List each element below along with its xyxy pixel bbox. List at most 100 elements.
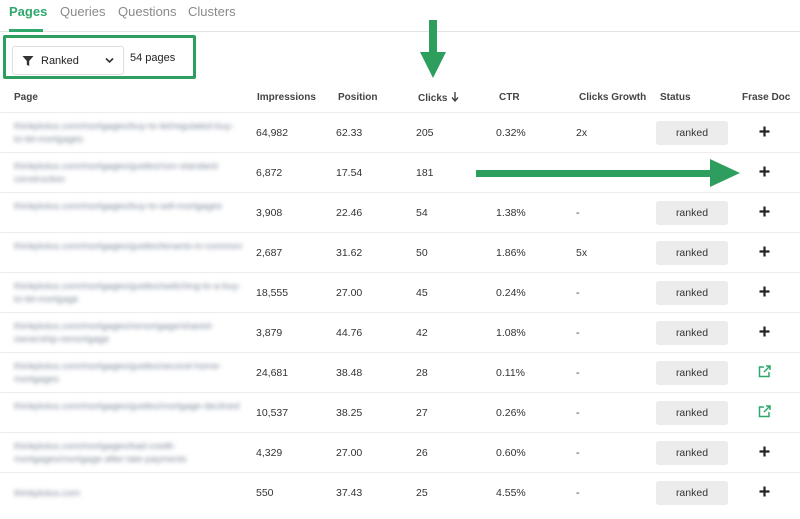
- open-doc-button[interactable]: [756, 365, 772, 381]
- status-filter-select[interactable]: Ranked: [12, 46, 124, 75]
- table-row: thinkplutus.com/mortgages/guides/mortgag…: [0, 392, 800, 432]
- ctr-value: 0.60%: [496, 447, 526, 459]
- clicks-growth-value: -: [576, 367, 580, 379]
- create-doc-button[interactable]: [756, 285, 772, 301]
- clicks-value: 25: [416, 487, 428, 499]
- page-url-link[interactable]: thinkplutus.com: [14, 488, 81, 499]
- status-badge: ranked: [656, 241, 728, 265]
- table-row: thinkplutus.com/mortgages/buy-to-let/reg…: [0, 112, 800, 152]
- page-url-link[interactable]: thinkplutus.com/mortgages/bad-credit-mor…: [14, 441, 187, 465]
- chevron-down-icon: [104, 55, 115, 69]
- table-row: thinkplutus.com/mortgages/guides/non-sta…: [0, 152, 800, 192]
- create-doc-button[interactable]: [756, 165, 772, 181]
- page-url-link[interactable]: thinkplutus.com/mortgages/guides/second-…: [14, 361, 222, 385]
- create-doc-button[interactable]: [756, 485, 772, 501]
- table-row: thinkplutus.com/mortgages/buy-to-sell-mo…: [0, 192, 800, 232]
- tab-pages[interactable]: Pages: [9, 4, 48, 19]
- active-tab-indicator: [9, 29, 43, 32]
- clicks-value: 45: [416, 287, 428, 299]
- table-row: thinkplutus.com/mortgages/guides/second-…: [0, 352, 800, 392]
- column-header-clicks-growth[interactable]: Clicks Growth: [579, 92, 647, 103]
- status-badge: ranked: [656, 121, 728, 145]
- status-badge: ranked: [656, 321, 728, 345]
- status-badge: ranked: [656, 361, 728, 385]
- ctr-value: 0.26%: [496, 407, 526, 419]
- clicks-value: 50: [416, 247, 428, 259]
- filter-selected-value: Ranked: [41, 54, 79, 67]
- column-header-impressions[interactable]: Impressions: [257, 92, 316, 103]
- create-doc-button[interactable]: [756, 325, 772, 341]
- page-url-link[interactable]: thinkplutus.com/mortgages/guides/non-sta…: [14, 161, 220, 185]
- clicks-value: 54: [416, 207, 428, 219]
- ctr-value: 1.38%: [496, 207, 526, 219]
- status-badge: ranked: [656, 441, 728, 465]
- clicks-value: 42: [416, 327, 428, 339]
- status-badge: ranked: [656, 481, 728, 505]
- tab-clusters[interactable]: Clusters: [188, 4, 236, 19]
- plus-icon: [759, 126, 770, 140]
- page-url-link[interactable]: thinkplutus.com/mortgages/guides/switchi…: [14, 281, 242, 305]
- external-link-icon: [758, 365, 771, 381]
- plus-icon: [759, 446, 770, 460]
- page-url-link[interactable]: thinkplutus.com/mortgages/guides/mortgag…: [14, 401, 240, 412]
- clicks-value: 205: [416, 127, 434, 139]
- clicks-growth-value: 5x: [576, 247, 588, 259]
- create-doc-button[interactable]: [756, 445, 772, 461]
- clicks-value: 27: [416, 407, 428, 419]
- tab-questions[interactable]: Questions: [118, 4, 177, 19]
- external-link-icon: [758, 405, 771, 421]
- table-row: thinkplutus.com/mortgages/remortgage/sha…: [0, 312, 800, 352]
- impressions-value: 6,872: [256, 167, 283, 179]
- position-value: 38.25: [336, 407, 363, 419]
- plus-icon: [759, 486, 770, 500]
- column-header-frase-doc[interactable]: Frase Doc: [742, 92, 791, 103]
- position-value: 27.00: [336, 287, 363, 299]
- clicks-growth-value: -: [576, 207, 580, 219]
- impressions-value: 2,687: [256, 247, 283, 259]
- clicks-growth-value: -: [576, 447, 580, 459]
- create-doc-button[interactable]: [756, 205, 772, 221]
- ctr-value: 1.86%: [496, 247, 526, 259]
- page-url-link[interactable]: thinkplutus.com/mortgages/guides/tenants…: [14, 241, 243, 252]
- page-url-link[interactable]: thinkplutus.com/mortgages/remortgage/sha…: [14, 321, 214, 345]
- plus-icon: [759, 326, 770, 340]
- impressions-value: 4,329: [256, 447, 283, 459]
- column-header-ctr[interactable]: CTR: [499, 92, 520, 103]
- arrow-down-icon: [420, 20, 446, 78]
- position-value: 62.33: [336, 127, 363, 139]
- ctr-value: 1.08%: [496, 327, 526, 339]
- ctr-value: 4.55%: [496, 487, 526, 499]
- impressions-value: 3,879: [256, 327, 283, 339]
- create-doc-button[interactable]: [756, 125, 772, 141]
- impressions-value: 3,908: [256, 207, 283, 219]
- position-value: 27.00: [336, 447, 363, 459]
- clicks-value: 181: [416, 167, 434, 179]
- impressions-value: 18,555: [256, 287, 289, 299]
- sort-down-icon: [451, 92, 460, 105]
- plus-icon: [759, 246, 770, 260]
- ctr-value: 0.11%: [496, 367, 525, 379]
- position-value: 44.76: [336, 327, 363, 339]
- column-header-page[interactable]: Page: [14, 92, 38, 103]
- tab-queries[interactable]: Queries: [60, 4, 106, 19]
- table-row: thinkplutus.com/mortgages/guides/switchi…: [0, 272, 800, 312]
- plus-icon: [759, 286, 770, 300]
- clicks-growth-value: -: [576, 327, 580, 339]
- column-header-status[interactable]: Status: [660, 92, 691, 103]
- arrow-right-icon: [476, 159, 740, 187]
- position-value: 38.48: [336, 367, 363, 379]
- column-header-position[interactable]: Position: [338, 92, 378, 103]
- impressions-value: 550: [256, 487, 274, 499]
- status-badge: ranked: [656, 401, 728, 425]
- clicks-value: 26: [416, 447, 428, 459]
- create-doc-button[interactable]: [756, 245, 772, 261]
- impressions-value: 24,681: [256, 367, 289, 379]
- page-url-link[interactable]: thinkplutus.com/mortgages/buy-to-let/reg…: [14, 121, 234, 145]
- ctr-value: 0.32%: [496, 127, 526, 139]
- page-url-link[interactable]: thinkplutus.com/mortgages/buy-to-sell-mo…: [14, 201, 223, 212]
- open-doc-button[interactable]: [756, 405, 772, 421]
- clicks-growth-value: -: [576, 487, 580, 499]
- position-value: 31.62: [336, 247, 363, 259]
- column-header-clicks[interactable]: Clicks: [418, 92, 460, 105]
- clicks-value: 28: [416, 367, 428, 379]
